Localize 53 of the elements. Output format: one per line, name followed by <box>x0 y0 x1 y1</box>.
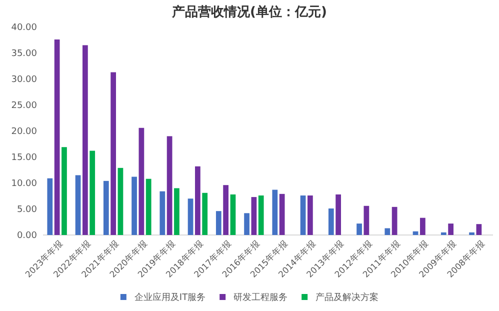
bar <box>356 224 362 235</box>
legend-label: 企业应用及IT服务 <box>134 292 206 303</box>
bar <box>195 166 200 235</box>
bar <box>251 197 257 235</box>
bar <box>54 39 60 235</box>
bar <box>412 231 418 235</box>
bar <box>258 195 264 235</box>
bar <box>244 213 250 235</box>
y-tick-label: 15.00 <box>11 152 38 163</box>
y-tick-label: 20.00 <box>11 126 38 137</box>
bar <box>188 198 194 235</box>
bar <box>336 194 341 235</box>
bar <box>216 211 222 235</box>
y-tick-label: 25.00 <box>11 100 38 111</box>
bar <box>279 194 285 235</box>
bar <box>272 190 278 235</box>
bar <box>174 188 180 235</box>
bar <box>132 176 137 235</box>
y-tick-label: 40.00 <box>11 22 38 33</box>
y-tick-label: 10.00 <box>11 178 38 189</box>
bar <box>448 224 454 235</box>
bar <box>476 224 482 235</box>
bar <box>160 191 166 235</box>
bar <box>118 168 124 235</box>
bar <box>384 228 390 235</box>
bar <box>230 194 236 235</box>
y-tick-label: 30.00 <box>11 74 38 85</box>
bar <box>364 206 370 235</box>
bar <box>469 232 474 235</box>
chart-title: 产品营收情况(单位：亿元) <box>171 4 327 20</box>
bar <box>138 128 144 235</box>
bar <box>166 136 172 235</box>
legend-label: 产品及解决方案 <box>316 292 379 303</box>
bar <box>300 195 306 235</box>
bar <box>392 206 398 235</box>
y-tick-label: 35.00 <box>11 48 38 59</box>
bar <box>82 45 88 235</box>
bar <box>90 150 96 235</box>
legend-label: 研发工程服务 <box>234 292 288 303</box>
y-tick-label: 5.00 <box>16 204 38 215</box>
bar <box>223 185 228 235</box>
bar <box>110 72 116 235</box>
bar <box>146 178 152 235</box>
y-tick-label: 0.00 <box>16 230 38 241</box>
bar <box>420 218 426 235</box>
bar <box>62 147 67 235</box>
bar <box>202 192 208 235</box>
bar <box>75 175 81 235</box>
bar <box>47 178 53 235</box>
bar <box>103 180 109 235</box>
bar <box>328 208 334 235</box>
bar <box>440 232 446 235</box>
bar <box>308 195 313 235</box>
